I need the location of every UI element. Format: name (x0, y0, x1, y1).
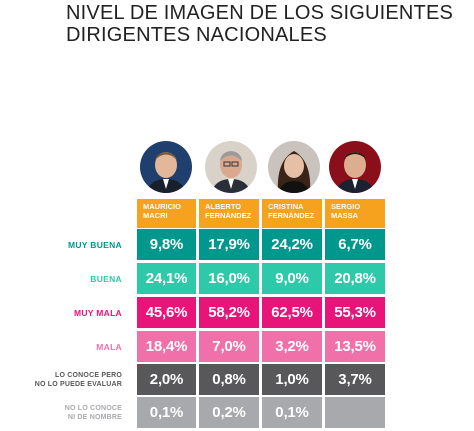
table-cell: 0,1% (137, 397, 196, 428)
column-header-line2: FERNÁNDEZ (268, 211, 315, 220)
row-label-line1: LO CONOCE PERO (55, 372, 122, 379)
row-label-line1: BUENA (90, 274, 122, 284)
table-cell: 24,2% (262, 229, 322, 260)
column-header-line1: CRISTINA (268, 202, 304, 211)
row-label-line1: MUY BUENA (67, 240, 122, 250)
table-cell: 24,1% (137, 263, 196, 294)
row-label-line1: MUY MALA (73, 308, 122, 318)
column-header-line2: MASSA (331, 211, 359, 220)
row-label: NO LO CONOCE NI DE NOMBRE (0, 404, 122, 422)
row-label: BUENA (0, 274, 122, 284)
row-label-line2: NI DE NOMBRE (67, 414, 122, 421)
table-cell: 62,5% (262, 297, 322, 328)
row-label: MUY BUENA (0, 240, 122, 250)
row-label: MALA (0, 342, 122, 352)
table-cell: 58,2% (199, 297, 259, 328)
table-cell: 55,3% (325, 297, 385, 328)
column-header-line1: SERGIO (331, 202, 361, 211)
portrait-alberto-fernandez (205, 141, 257, 193)
table-cell: 1,0% (262, 364, 322, 395)
table-cell: 9,0% (262, 263, 322, 294)
table-cell: 17,9% (199, 229, 259, 260)
table-cell: 18,4% (137, 331, 196, 362)
portrait-macri (140, 141, 192, 193)
table-cell: 0,1% (262, 397, 322, 428)
table-cell (325, 397, 385, 428)
portrait-massa (329, 141, 381, 193)
column-header-line2: FERNÁNDEZ (205, 211, 252, 220)
table-cell: 3,2% (262, 331, 322, 362)
row-label: MUY MALA (0, 308, 122, 318)
column-header-massa: SERGIO MASSA (325, 199, 385, 228)
row-label-line1: MALA (96, 342, 122, 352)
table-cell: 16,0% (199, 263, 259, 294)
column-header-line1: MAURICIO (143, 202, 181, 211)
table-cell: 13,5% (325, 331, 385, 362)
column-header-macri: MAURICIO MACRI (137, 199, 196, 228)
table-cell: 0,2% (199, 397, 259, 428)
row-label-line2: NO LO PUEDE EVALUAR (34, 381, 122, 388)
row-label: LO CONOCE PERO NO LO PUEDE EVALUAR (0, 371, 122, 389)
column-header-line1: ALBERTO (205, 202, 242, 211)
table-cell: 9,8% (137, 229, 196, 260)
chart-title: NIVEL DE IMAGEN DE LOS SIGUIENTES DIRIGE… (66, 2, 466, 46)
title-line-2: DIRIGENTES NACIONALES (66, 24, 327, 46)
column-header-cristina-fernandez: CRISTINA FERNÁNDEZ (262, 199, 322, 228)
table-cell: 3,7% (325, 364, 385, 395)
table-cell: 7,0% (199, 331, 259, 362)
table-cell: 45,6% (137, 297, 196, 328)
table-cell: 0,8% (199, 364, 259, 395)
row-label-line1: NO LO CONOCE (64, 405, 122, 412)
column-header-alberto-fernandez: ALBERTO FERNÁNDEZ (199, 199, 259, 228)
column-header-line2: MACRI (143, 211, 168, 220)
table-cell: 2,0% (137, 364, 196, 395)
portrait-cristina-fernandez (268, 141, 320, 193)
table-cell: 6,7% (325, 229, 385, 260)
title-line-1: NIVEL DE IMAGEN DE LOS SIGUIENTES (66, 2, 454, 24)
table-cell: 20,8% (325, 263, 385, 294)
